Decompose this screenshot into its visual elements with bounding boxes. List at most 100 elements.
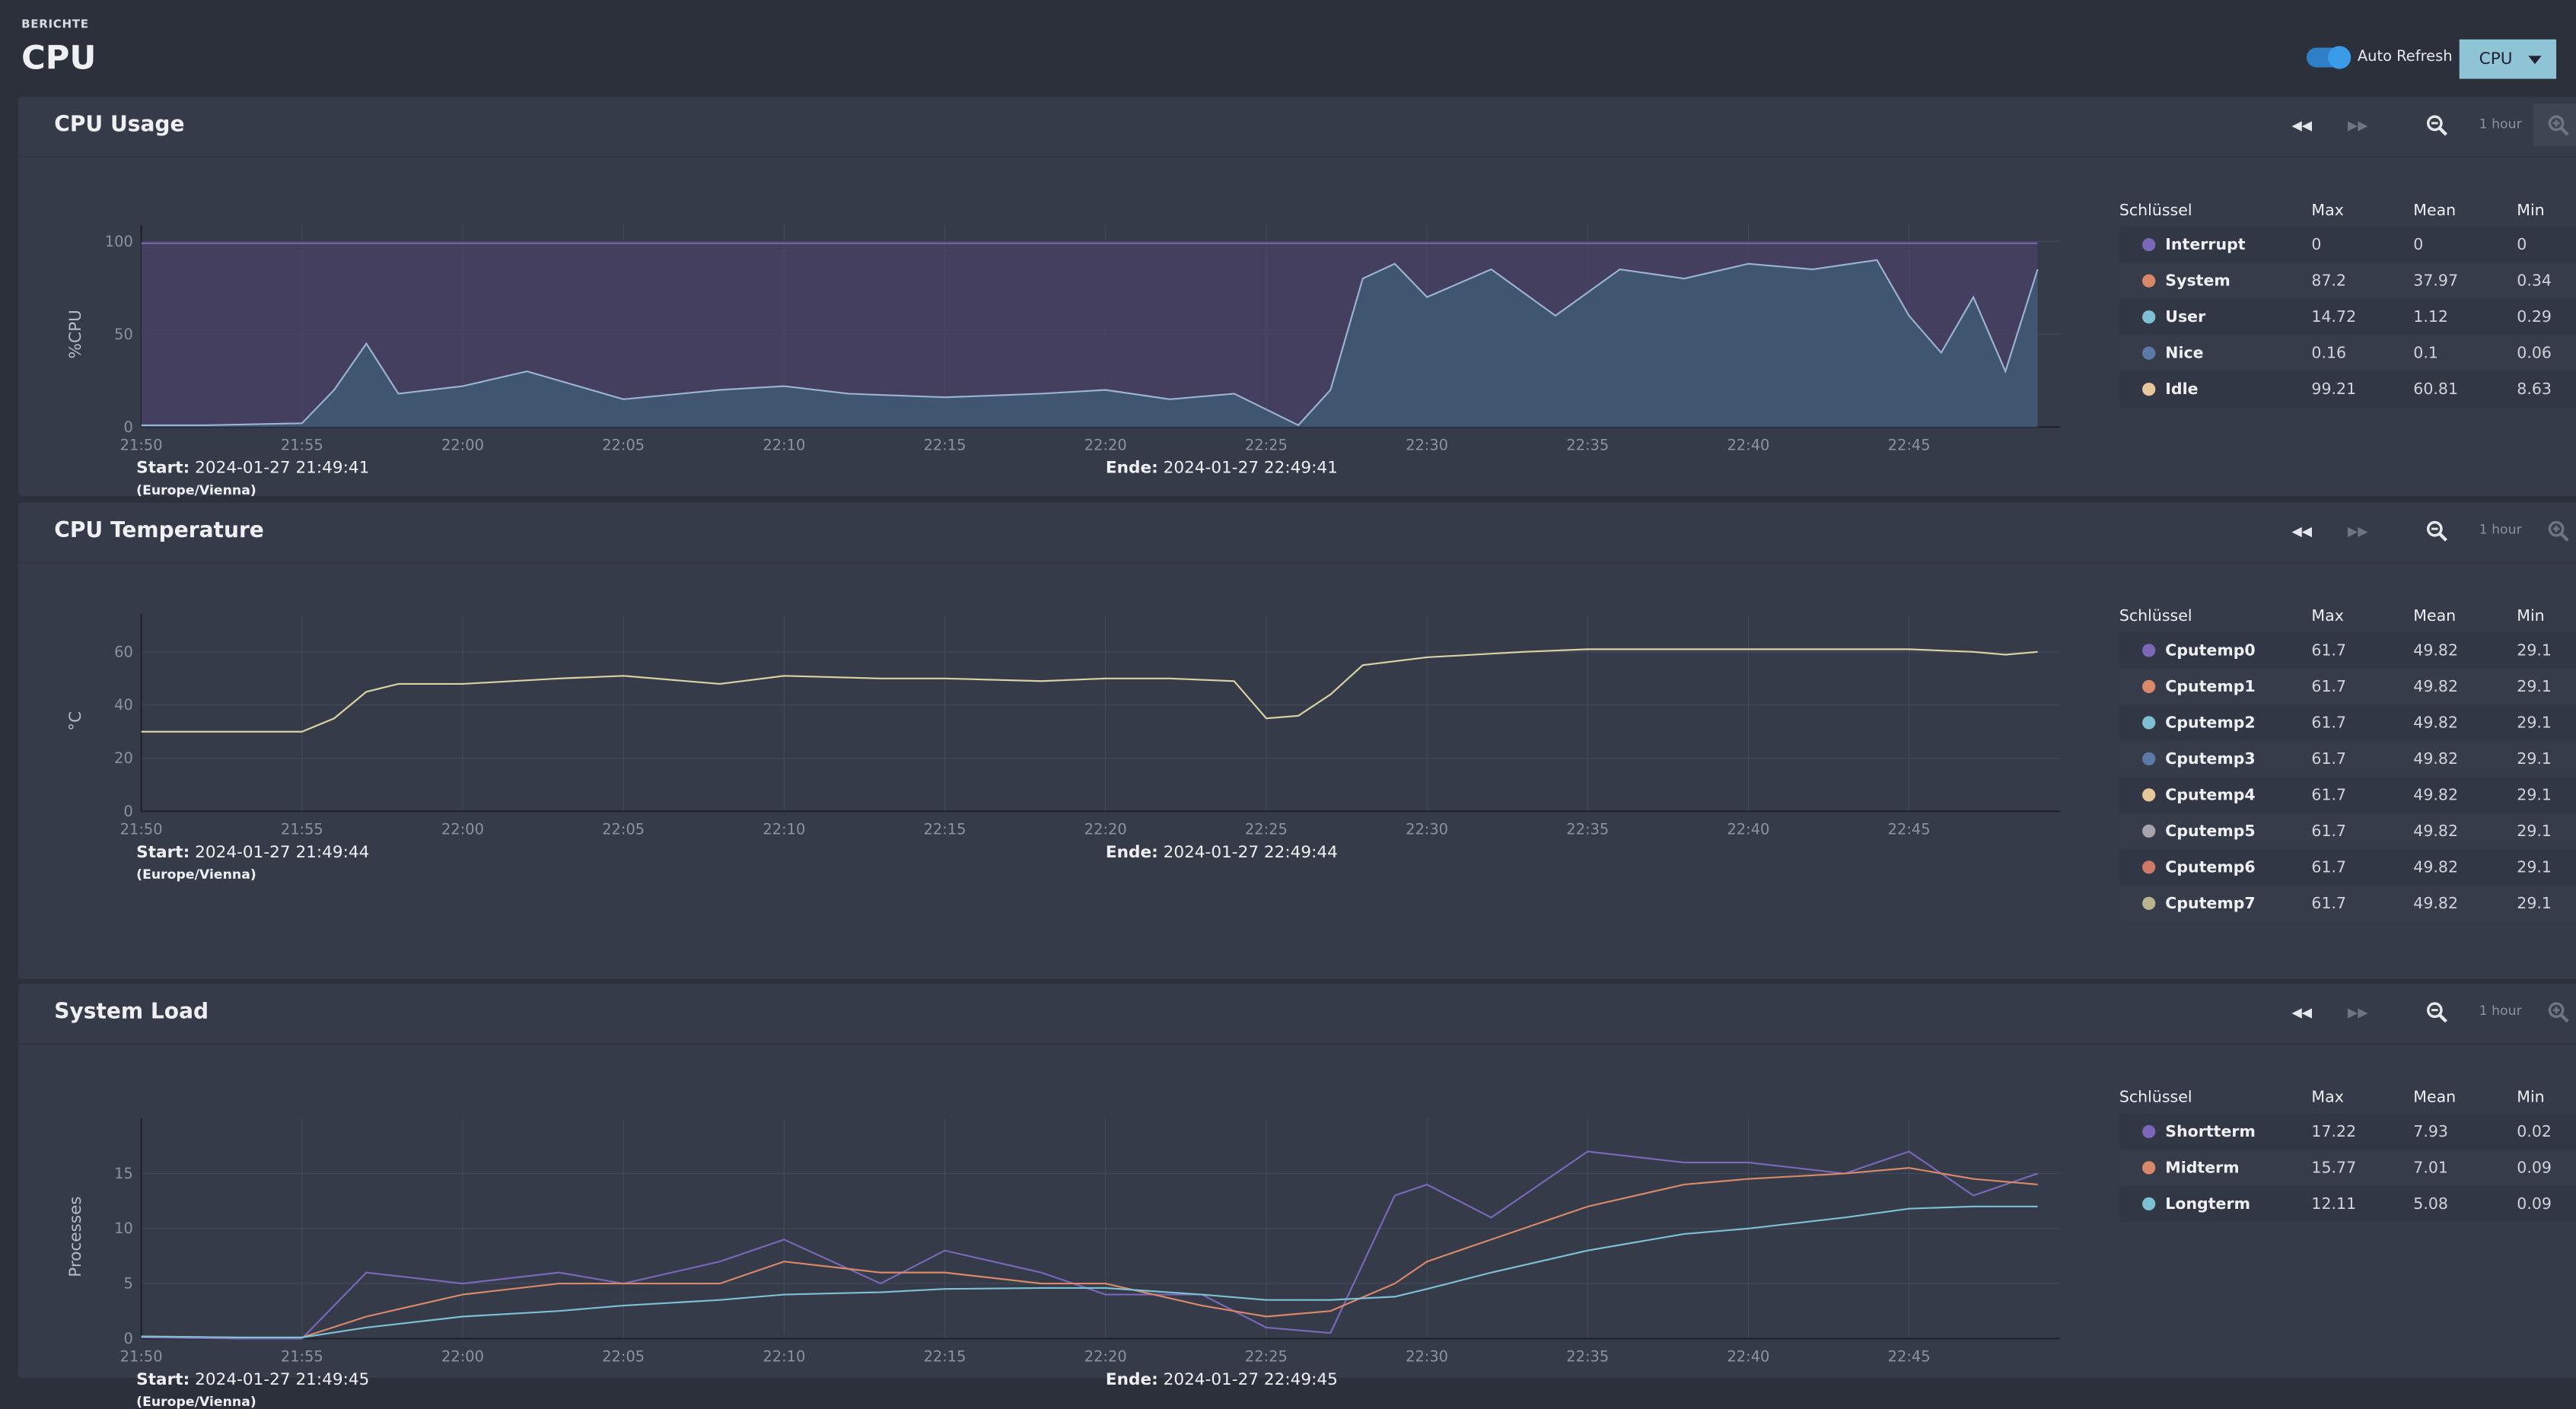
legend-color-dot — [2142, 274, 2156, 288]
legend-row-cputemp4[interactable]: Cputemp4 61.7 49.82 29.1 — [2119, 777, 2576, 813]
legend-header-cell: Min — [2517, 1089, 2545, 1108]
legend-mean: 1.12 — [2413, 308, 2448, 327]
legend-row-idle[interactable]: Idle 99.21 60.81 8.63 — [2119, 371, 2576, 408]
legend-table: Schlüssel Max Mean Min Cputemp0 61.7 49.82 29.1… — [2119, 600, 2576, 922]
start-label: Start: 2024-01-27 21:49:44 — [136, 844, 369, 863]
x-tick-label: 22:15 — [924, 1348, 966, 1366]
panel-title: CPU Temperature — [54, 519, 264, 544]
x-tick-label: 22:35 — [1566, 821, 1609, 838]
legend-min: 29.1 — [2517, 714, 2552, 733]
x-tick-label: 22:15 — [924, 821, 966, 838]
rewind-icon[interactable]: ◀◀ — [2291, 523, 2313, 539]
end-label-text: Ende: — [1105, 460, 1158, 479]
start-label-text: Start: — [136, 1371, 190, 1390]
x-tick-label: 22:35 — [1566, 437, 1609, 454]
legend-header-cell: Min — [2517, 202, 2545, 221]
legend-mean: 49.82 — [2413, 822, 2459, 841]
legend-row-cputemp1[interactable]: Cputemp1 61.7 49.82 29.1 — [2119, 668, 2576, 705]
zoom-in-icon[interactable] — [2548, 115, 2569, 142]
end-label: Ende: 2024-01-27 22:49:45 — [1106, 1372, 1338, 1390]
legend-name: Longterm — [2165, 1195, 2250, 1214]
end-time: 2024-01-27 22:49:44 — [1163, 844, 1338, 863]
legend-header-cell: Mean — [2413, 1089, 2457, 1108]
x-tick-label: 21:55 — [281, 1348, 323, 1366]
legend-color-dot — [2142, 896, 2156, 910]
legend-row-system[interactable]: System 87.2 37.97 0.34 — [2119, 262, 2576, 299]
auto-refresh-label: Auto Refresh — [2357, 49, 2453, 66]
legend-color-dot — [2142, 824, 2156, 838]
legend-row-cputemp5[interactable]: Cputemp5 61.7 49.82 29.1 — [2119, 813, 2576, 850]
zoom-in-icon[interactable] — [2548, 1002, 2569, 1029]
x-tick-label: 22:25 — [1245, 437, 1288, 454]
fast-forward-icon[interactable]: ▶▶ — [2347, 523, 2368, 539]
x-tick-label: 22:40 — [1727, 437, 1769, 454]
legend-header: Schlüssel Max Mean Min — [2119, 600, 2576, 632]
zoom-in-icon[interactable] — [2548, 520, 2569, 547]
chart: 21:50 21:55 22:00 22:05 22:10 22:15 22:20 22:25… — [66, 224, 2061, 454]
legend-mean: 49.82 — [2413, 787, 2459, 805]
y-tick-label: 40 — [114, 696, 133, 714]
rewind-icon[interactable]: ◀◀ — [2291, 1005, 2313, 1020]
legend-max: 61.7 — [2311, 787, 2347, 805]
legend-row-cputemp2[interactable]: Cputemp2 61.7 49.82 29.1 — [2119, 704, 2576, 741]
time-range: 1 hour — [2479, 1003, 2522, 1019]
legend-color-dot — [2142, 310, 2156, 324]
legend-row-interrupt[interactable]: Interrupt 0 0 0 — [2119, 226, 2576, 263]
legend-max: 87.2 — [2311, 272, 2347, 291]
end-label-text: Ende: — [1105, 1371, 1158, 1390]
fast-forward-icon[interactable]: ▶▶ — [2347, 118, 2368, 133]
x-tick-label: 22:25 — [1245, 1348, 1288, 1366]
legend-name: Cputemp4 — [2165, 787, 2256, 805]
series-line-shortterm — [141, 1150, 2038, 1340]
legend-max: 15.77 — [2311, 1159, 2357, 1178]
legend-mean: 49.82 — [2413, 859, 2459, 877]
legend-color-dot — [2142, 1161, 2156, 1175]
legend-color-dot — [2142, 860, 2156, 874]
x-tick-label: 22:35 — [1566, 1348, 1609, 1366]
legend-name: Cputemp7 — [2165, 895, 2256, 914]
legend-mean: 49.82 — [2413, 895, 2459, 914]
x-tick-label: 22:20 — [1084, 437, 1127, 454]
y-axis-label: °C — [66, 711, 85, 731]
legend-row-nice[interactable]: Nice 0.16 0.1 0.06 — [2119, 335, 2576, 371]
legend-mean: 49.82 — [2413, 642, 2459, 660]
legend-mean: 49.82 — [2413, 750, 2459, 769]
legend-min: 0.34 — [2517, 272, 2552, 291]
toggle-knob — [2328, 46, 2352, 69]
panel-title: System Load — [54, 1000, 209, 1026]
timezone: (Europe/Vienna) — [136, 867, 256, 883]
rewind-icon[interactable]: ◀◀ — [2291, 118, 2313, 133]
y-axis-label: %CPU — [66, 310, 85, 358]
metric-selector-value: CPU — [2479, 49, 2513, 68]
x-tick-label: 21:50 — [120, 437, 163, 454]
legend-row-cputemp6[interactable]: Cputemp6 61.7 49.82 29.1 — [2119, 849, 2576, 886]
legend-row-midterm[interactable]: Midterm 15.77 7.01 0.09 — [2119, 1150, 2576, 1186]
fast-forward-icon[interactable]: ▶▶ — [2347, 1005, 2368, 1020]
legend-mean: 37.97 — [2413, 272, 2459, 291]
legend-header-cell: Max — [2311, 1089, 2344, 1108]
legend-max: 61.7 — [2311, 678, 2347, 697]
legend-name: User — [2165, 308, 2206, 327]
x-tick-label: 21:55 — [281, 437, 323, 454]
legend-row-longterm[interactable]: Longterm 12.11 5.08 0.09 — [2119, 1185, 2576, 1223]
start-label: Start: 2024-01-27 21:49:45 — [136, 1372, 369, 1390]
legend-row-cputemp7[interactable]: Cputemp7 61.7 49.82 29.1 — [2119, 885, 2576, 922]
x-tick-label: 22:45 — [1888, 1348, 1931, 1366]
metric-selector[interactable]: CPU — [2459, 39, 2557, 79]
x-tick-label: 22:15 — [924, 437, 966, 454]
auto-refresh-toggle[interactable] — [2306, 46, 2352, 69]
legend-row-cputemp3[interactable]: Cputemp3 61.7 49.82 29.1 — [2119, 740, 2576, 778]
legend-row-shortterm[interactable]: Shortterm 17.22 7.93 0.02 — [2119, 1113, 2576, 1150]
end-time: 2024-01-27 22:49:45 — [1163, 1371, 1338, 1390]
end-label: Ende: 2024-01-27 22:49:41 — [1106, 460, 1338, 478]
zoom-out-icon[interactable] — [2426, 115, 2448, 142]
x-tick-label: 22:30 — [1406, 437, 1448, 454]
zoom-out-icon[interactable] — [2426, 520, 2448, 547]
breadcrumb[interactable]: BERICHTE — [21, 17, 89, 32]
legend-row-user[interactable]: User 14.72 1.12 0.29 — [2119, 298, 2576, 336]
zoom-out-icon[interactable] — [2426, 1002, 2448, 1029]
legend-max: 61.7 — [2311, 859, 2347, 877]
series-area-system — [141, 259, 2038, 428]
x-tick-label: 22:10 — [763, 1348, 805, 1366]
legend-row-cputemp0[interactable]: Cputemp0 61.7 49.82 29.1 — [2119, 632, 2576, 669]
